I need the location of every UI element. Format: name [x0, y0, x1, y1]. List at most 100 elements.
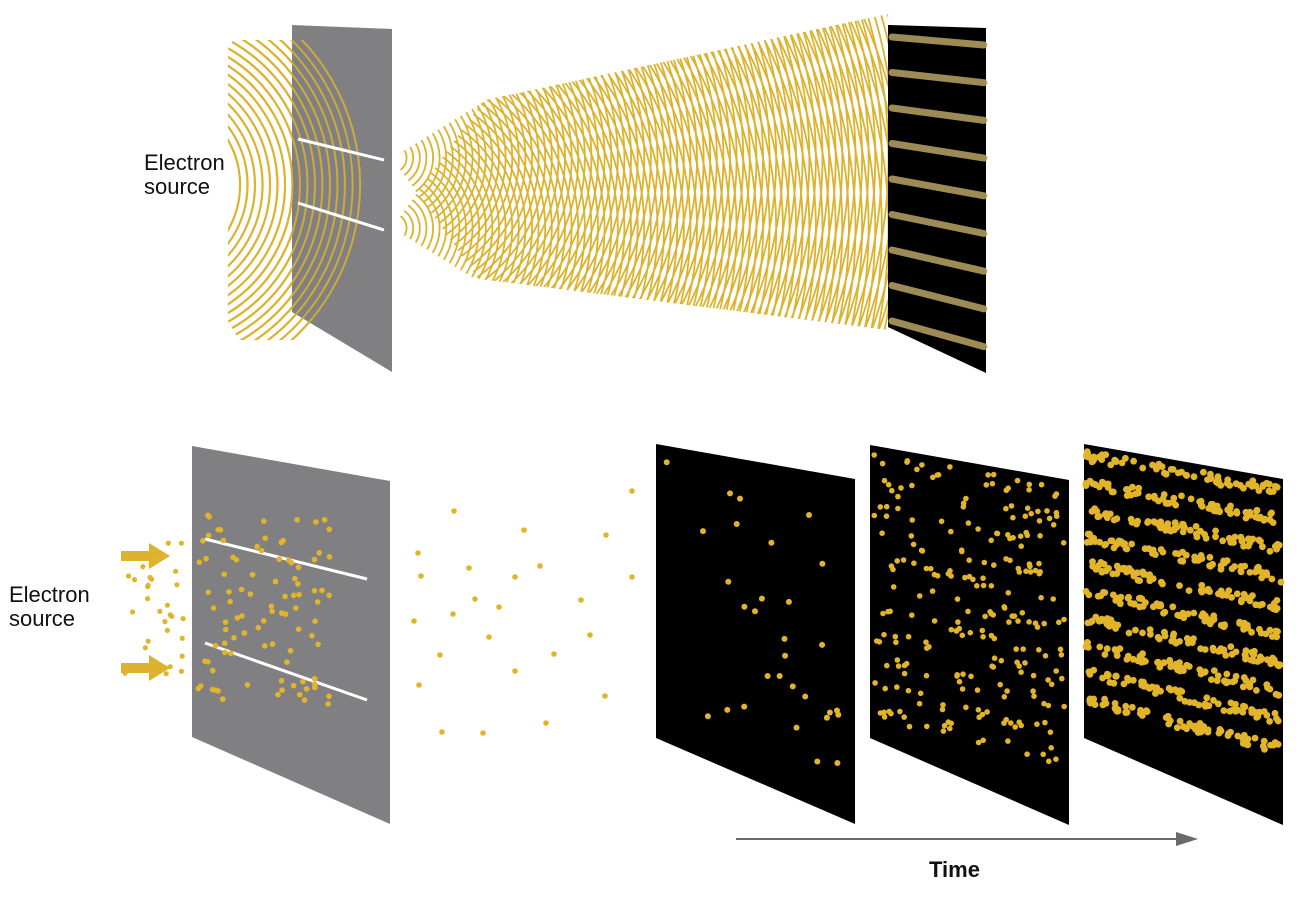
electron-hit	[1060, 540, 1067, 546]
incoming-wavefronts-front	[228, 40, 361, 340]
electron	[209, 667, 216, 674]
electron-hit	[1008, 720, 1014, 726]
electron-hit	[990, 471, 997, 478]
upper-slit-wavefront	[657, 14, 850, 330]
electron-hit	[947, 464, 953, 470]
electron-hit	[954, 672, 960, 678]
electron	[312, 684, 318, 691]
electron	[247, 591, 254, 597]
electron	[260, 618, 267, 624]
electron-hit	[1095, 513, 1103, 520]
lower-slit-wavefront	[492, 86, 566, 319]
electron	[300, 678, 306, 685]
electron-hit	[1108, 537, 1116, 545]
electron-hit	[1141, 545, 1149, 553]
electron-hit	[1032, 567, 1039, 574]
electron-hit	[1018, 669, 1024, 675]
electron-hit	[1242, 508, 1250, 516]
lower-slit-wavefront	[426, 177, 454, 261]
electron-hit	[1232, 480, 1240, 488]
electron-hit	[1022, 660, 1028, 666]
lower-slit-wavefront	[664, 14, 863, 330]
electron-hit	[881, 714, 888, 720]
electron-hit	[826, 709, 833, 716]
electron-hit	[1261, 746, 1268, 753]
electron-hit	[967, 629, 974, 636]
electron	[293, 605, 299, 611]
electron-hit	[1225, 587, 1233, 594]
electron	[418, 573, 424, 579]
electron-hit	[1253, 687, 1260, 694]
upper-slit-wavefront	[426, 125, 454, 209]
electron-hit	[1219, 537, 1227, 545]
electron-hit	[1101, 541, 1108, 549]
electron-hit	[1024, 505, 1031, 512]
electron-hit	[1263, 571, 1271, 579]
electron-hit	[1001, 604, 1007, 610]
electron-hit	[1205, 505, 1213, 512]
electron-hit	[1203, 694, 1211, 702]
electron-hit	[1105, 565, 1112, 572]
electron-hit	[1266, 547, 1274, 555]
lower-slit-wavefront	[399, 215, 408, 237]
upper-slit-wavefront	[465, 91, 520, 262]
electron-hit	[1172, 660, 1180, 668]
electron-hit	[1098, 456, 1106, 463]
electron-hit	[1139, 569, 1146, 577]
electron-hit	[997, 681, 1003, 688]
electron-hit	[776, 673, 783, 679]
electron	[231, 635, 237, 641]
electron-hit	[1023, 529, 1029, 536]
fringe	[888, 33, 988, 49]
electron-hit	[1036, 518, 1043, 524]
electron	[311, 556, 318, 563]
electron-hit	[1127, 491, 1135, 499]
electron-hit	[1241, 703, 1249, 711]
electron-hit	[923, 639, 929, 645]
electron	[180, 616, 186, 622]
electron-hit	[1099, 701, 1107, 709]
electron-hit	[1128, 540, 1135, 548]
electron-hit	[963, 704, 969, 711]
electron	[295, 626, 302, 632]
electron-hit	[1118, 565, 1125, 573]
electron-hit	[1005, 590, 1012, 596]
electron	[276, 556, 283, 562]
electron-hit	[1053, 756, 1059, 762]
electron	[439, 729, 445, 735]
electron-hit	[1249, 650, 1257, 658]
electron-hit	[1091, 701, 1099, 708]
electron-hit	[998, 657, 1005, 664]
electron-hit	[948, 720, 954, 727]
electron-hit	[994, 530, 1000, 537]
lower-slit-wavefront	[645, 14, 830, 330]
electron-hit	[1214, 700, 1222, 708]
electron-hit	[960, 671, 966, 677]
electron-hit	[1053, 513, 1060, 519]
electron-hit	[948, 626, 955, 633]
electron	[220, 537, 227, 544]
electron-hit	[928, 565, 934, 572]
electron-hit	[1248, 706, 1255, 713]
electron-hit	[1112, 458, 1120, 465]
electron	[130, 609, 136, 615]
electron-hit	[1144, 518, 1152, 525]
electron-hit	[895, 505, 901, 512]
electron-hit	[1101, 695, 1108, 703]
electron-hit	[956, 678, 963, 685]
time-label: Time	[929, 857, 980, 882]
electron	[275, 691, 281, 698]
electron-hit	[1272, 627, 1280, 635]
electron-hit	[1110, 516, 1118, 524]
lower-slit-wavefront	[415, 193, 434, 250]
hits-middle	[871, 452, 1067, 765]
electron	[319, 587, 325, 594]
electron-hit	[1057, 646, 1064, 653]
wavefront	[228, 64, 294, 306]
electron-hit	[1164, 520, 1172, 527]
electron-hit	[985, 472, 991, 478]
electron-hit	[966, 573, 973, 580]
electron-hit	[1226, 482, 1234, 489]
electron-hit	[1151, 495, 1159, 502]
upper-slit-wavefront	[653, 14, 844, 330]
